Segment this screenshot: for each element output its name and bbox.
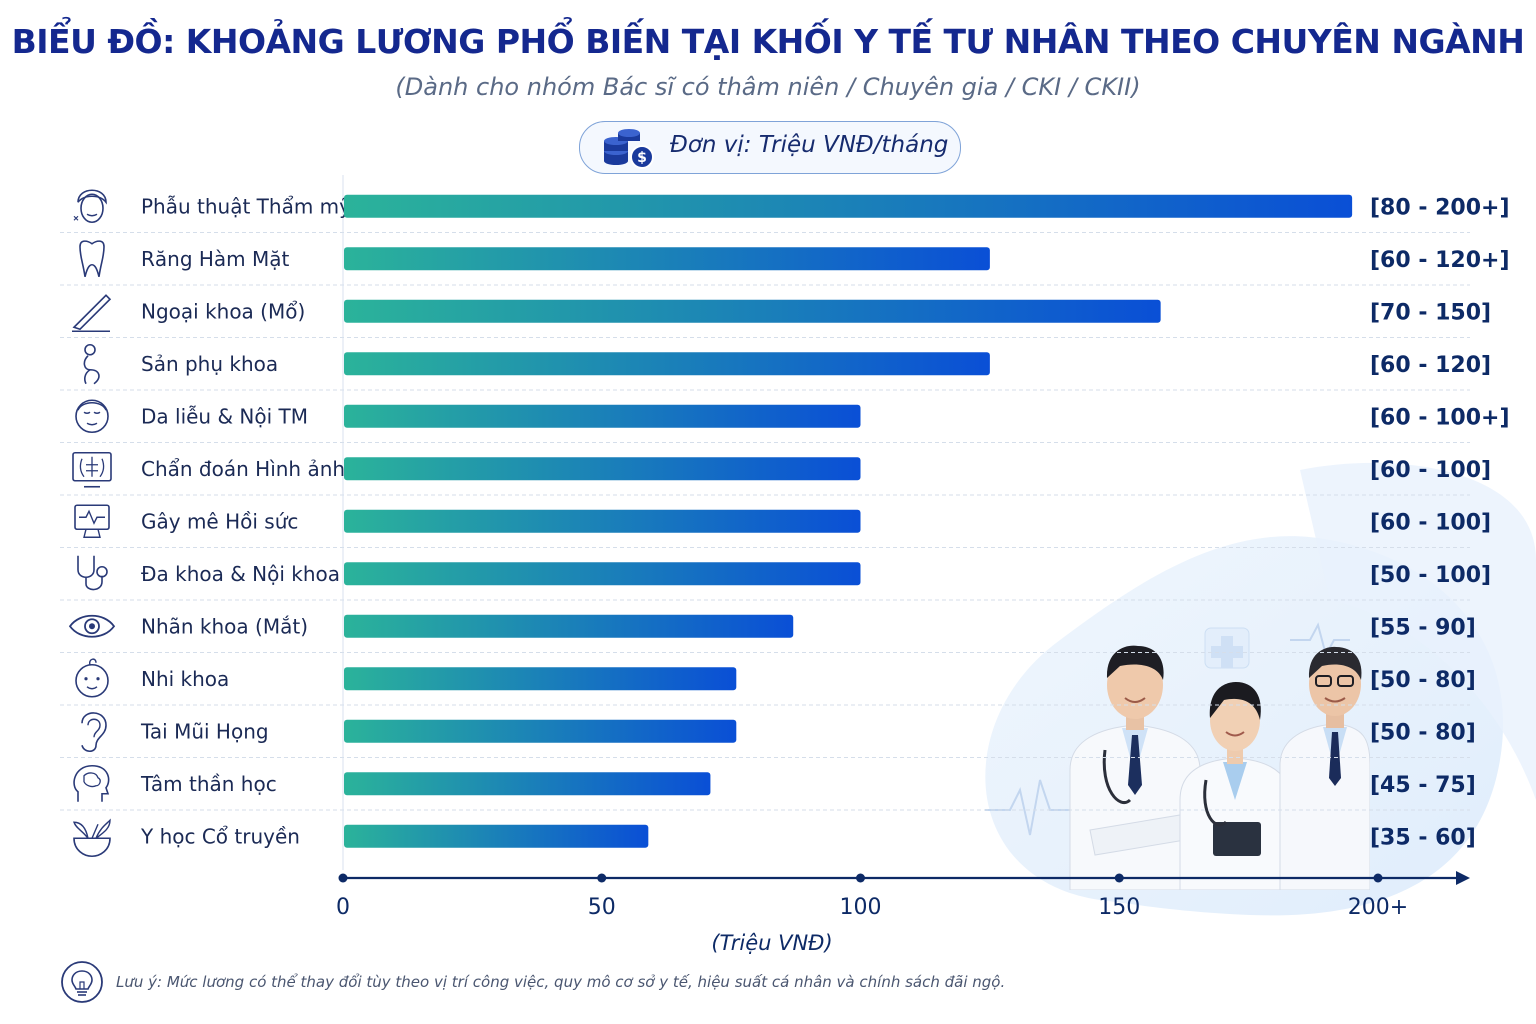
x-tick-label: 50 [588, 895, 616, 920]
x-tick-label: 0 [336, 895, 350, 920]
category-label: Chẩn đoán Hình ảnh [141, 457, 345, 481]
bar [344, 562, 861, 586]
xray-icon [72, 451, 112, 488]
face-icon [73, 189, 107, 224]
range-label: [60 - 120] [1370, 353, 1491, 378]
category-label: Da liễu & Nội TM [141, 404, 308, 428]
range-label: [50 - 80] [1370, 668, 1476, 693]
bar [344, 719, 737, 743]
range-label: [60 - 100] [1370, 510, 1491, 535]
category-label: Nhi khoa [141, 667, 229, 691]
range-label: [35 - 60] [1370, 825, 1476, 850]
bar [344, 772, 711, 796]
x-axis-arrow [1456, 871, 1470, 885]
stethoscope-icon [77, 555, 108, 591]
range-label: [45 - 75] [1370, 773, 1476, 798]
baby-icon [75, 658, 109, 698]
category-label: Đa khoa & Nội khoa [141, 562, 340, 586]
x-tick-label: 200+ [1348, 895, 1408, 920]
bar [344, 299, 1161, 323]
skin-face-icon [75, 399, 109, 434]
category-label: Nhãn khoa (Mắt) [141, 614, 308, 638]
x-tick-dot [597, 873, 607, 883]
x-tick-label: 150 [1098, 895, 1140, 920]
x-tick-dot [856, 873, 865, 883]
pregnancy-icon [83, 343, 100, 385]
chart-subtitle: (Dành cho nhóm Bác sĩ có thâm niên / Chu… [395, 73, 1141, 101]
bar [344, 247, 990, 271]
bar [344, 667, 737, 691]
bar [344, 824, 649, 848]
range-label: [50 - 100] [1370, 563, 1491, 588]
coins-icon: $ [604, 129, 654, 169]
category-label: Sản phụ khoa [141, 352, 278, 376]
eye-icon [68, 614, 116, 638]
lightbulb-icon [61, 961, 103, 1003]
range-label: [80 - 200+] [1370, 195, 1510, 220]
range-label: [50 - 80] [1370, 720, 1476, 745]
category-label: Ngoại khoa (Mổ) [141, 299, 305, 323]
svg-text:$: $ [637, 150, 647, 166]
category-label: Răng Hàm Mặt [141, 247, 290, 271]
doctors-illustration [1069, 645, 1370, 890]
category-label: Tai Mũi Họng [140, 719, 269, 743]
unit-label: Đơn vị: Triệu VNĐ/tháng [670, 132, 949, 158]
brain-icon [73, 764, 110, 802]
monitor-icon [74, 504, 110, 538]
scalpel-icon [72, 294, 112, 332]
range-label: [60 - 100+] [1370, 405, 1510, 430]
range-label: [60 - 120+] [1370, 248, 1510, 273]
x-tick-dot [1114, 873, 1124, 883]
bar [344, 404, 861, 428]
range-label: [55 - 90] [1370, 615, 1476, 640]
bar [344, 194, 1353, 218]
x-tick-label: 100 [840, 895, 882, 920]
herb-bowl-icon [73, 818, 111, 858]
footnote: Lưu ý: Mức lương có thể thay đổi tùy the… [116, 973, 1006, 991]
x-tick-dot [1373, 873, 1383, 883]
bar [344, 509, 861, 533]
category-label: Tâm thần học [140, 772, 277, 796]
bar [344, 614, 794, 638]
x-tick-dot [338, 873, 348, 883]
range-label: [60 - 100] [1370, 458, 1491, 483]
bar [344, 457, 861, 481]
category-label: Y học Cổ truyền [140, 824, 300, 848]
category-label: Gây mê Hồi sức [141, 509, 298, 533]
tooth-icon [79, 240, 105, 277]
ear-icon [81, 712, 107, 753]
range-label: [70 - 150] [1370, 300, 1491, 325]
chart-title: BIỂU ĐỒ: KHOẢNG LƯƠNG PHỔ BIẾN TẠI KHỐI … [11, 22, 1525, 61]
bar [344, 352, 990, 376]
unit-badge: $ Đơn vị: Triệu VNĐ/tháng [579, 121, 961, 174]
category-label: Phẫu thuật Thẩm mỹ [141, 194, 351, 218]
x-axis-label: (Triệu VNĐ) [711, 931, 832, 955]
